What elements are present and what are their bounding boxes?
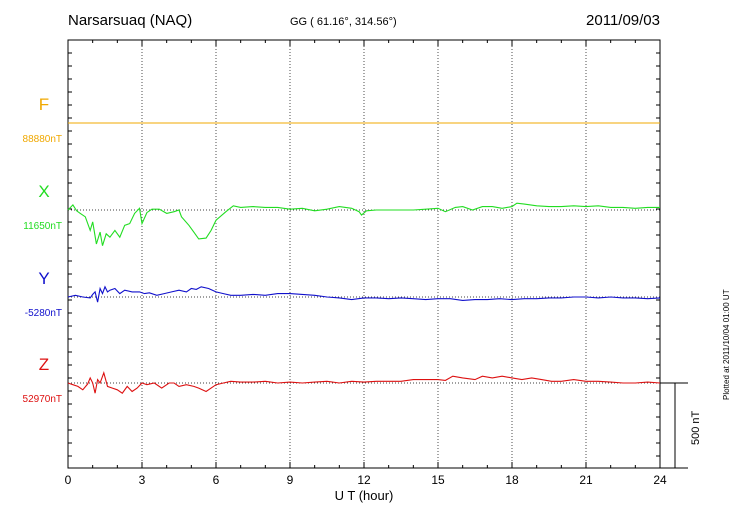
series-name-y: Y (38, 269, 49, 288)
series-line-x (67, 202, 660, 246)
series-name-z: Z (39, 355, 49, 374)
series-baseline-z: 52970nT (23, 394, 62, 405)
x-tick-label: 9 (287, 473, 294, 487)
station-title: Narsarsuaq (NAQ) (68, 12, 193, 29)
x-tick-label: 24 (653, 473, 667, 487)
x-axis-label: U T (hour) (335, 488, 394, 503)
x-tick-label: 15 (431, 473, 445, 487)
x-tick-label: 0 (65, 473, 72, 487)
x-tick-label: 3 (139, 473, 146, 487)
series-line-y (67, 285, 661, 303)
series-name-f: F (39, 95, 49, 114)
x-tick-label: 21 (579, 473, 593, 487)
series-baseline-y: -5280nT (25, 308, 62, 319)
x-tick-label: 6 (213, 473, 220, 487)
x-tick-label: 12 (357, 473, 371, 487)
scale-bar-label: 500 nT (690, 410, 702, 445)
station-coordinates: GG ( 61.16°, 314.56°) (290, 16, 397, 28)
x-tick-label: 18 (505, 473, 519, 487)
series-baseline-f: 88880nT (23, 134, 62, 145)
plot-date: 2011/09/03 (586, 12, 660, 29)
plotted-timestamp: Plotted at 2011/10/04 01:00 UT (722, 289, 730, 400)
series-line-z (67, 370, 661, 394)
series-name-x: X (38, 182, 49, 201)
series-baseline-x: 11650nT (23, 221, 62, 232)
